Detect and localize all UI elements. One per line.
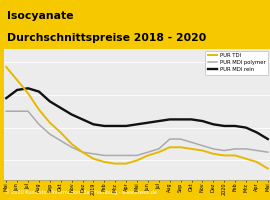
- Text: Isocyanate: Isocyanate: [7, 11, 73, 21]
- Text: © 2020 Kunststoff Information, Bad Homburg - www.kiweb.de: © 2020 Kunststoff Information, Bad Hombu…: [5, 189, 157, 195]
- Legend: PUR TDI, PUR MDI polymer, PUR MDI rein: PUR TDI, PUR MDI polymer, PUR MDI rein: [205, 51, 268, 75]
- Text: Durchschnittspreise 2018 - 2020: Durchschnittspreise 2018 - 2020: [7, 33, 206, 43]
